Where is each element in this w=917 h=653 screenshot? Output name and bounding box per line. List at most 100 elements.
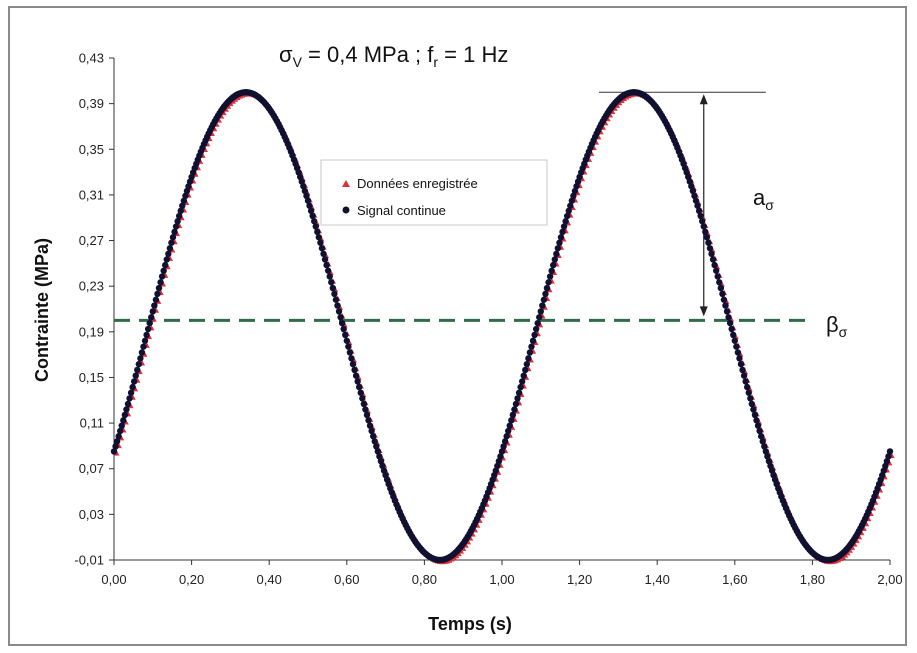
signal-point <box>175 212 183 220</box>
signal-point <box>354 378 361 385</box>
chart-title: σV = 0,4 MPa ; fr = 1 Hz <box>279 42 508 70</box>
signal-point <box>497 453 504 460</box>
signal-point <box>731 337 738 344</box>
signal-point <box>314 228 321 236</box>
signal-point <box>885 453 892 460</box>
signal-point <box>154 290 161 298</box>
signal-point <box>565 207 572 215</box>
signal-point <box>702 228 709 236</box>
signal-point <box>324 267 332 274</box>
signal-point <box>130 378 138 385</box>
title-f-sub: r <box>433 54 438 70</box>
signal-point <box>365 417 372 424</box>
signal-point <box>373 443 380 450</box>
signal-point <box>359 395 366 402</box>
signal-point <box>301 187 309 195</box>
signal-point <box>568 197 576 204</box>
signal-point <box>512 400 520 408</box>
x-tick-label: 1,00 <box>489 572 514 587</box>
signal-point <box>543 284 551 292</box>
signal-point <box>539 302 546 309</box>
signal-point <box>689 187 697 195</box>
signal-point <box>747 395 754 402</box>
signal-point <box>726 319 734 327</box>
signal-point <box>697 212 704 220</box>
signal-point <box>182 192 189 200</box>
signal-point <box>137 355 144 362</box>
signal-point <box>716 279 723 286</box>
signal-point <box>171 228 178 236</box>
signal-point <box>557 234 565 241</box>
signal-point <box>118 422 125 429</box>
signal-point <box>132 372 139 379</box>
y-tick-label: 0,43 <box>79 51 104 66</box>
signal-point <box>166 245 174 252</box>
signal-point <box>369 433 377 440</box>
signal-point <box>160 267 167 274</box>
x-tick-label: 1,60 <box>722 572 747 587</box>
signal-point <box>172 223 180 230</box>
signal-point <box>346 349 354 356</box>
amplitude-label-sub: σ <box>765 197 774 213</box>
signal-point <box>152 296 160 303</box>
y-tick-label: 0,27 <box>79 233 104 248</box>
y-tick-label: 0,11 <box>80 416 104 431</box>
x-ticks: 0,00 0,20 0,40 0,60 0,80 1,00 1,20 1,40 1,60 1,80… <box>101 560 903 587</box>
signal-point <box>342 331 349 339</box>
signal-point <box>706 245 714 252</box>
signal-point <box>306 202 313 209</box>
signal-point <box>113 438 121 445</box>
signal-point <box>734 349 742 356</box>
signal-point <box>691 192 698 200</box>
legend-marker-recorded <box>342 180 350 187</box>
signal-point <box>703 234 711 241</box>
signal-point <box>315 234 323 241</box>
signal-point <box>750 406 757 413</box>
signal-point <box>520 372 527 379</box>
signal-point <box>304 197 312 204</box>
signal-point <box>129 383 136 391</box>
signal-point <box>553 250 560 258</box>
signal-point <box>517 383 524 391</box>
signal-point <box>753 417 760 424</box>
signal-point <box>495 458 503 465</box>
signal-point <box>761 443 768 450</box>
signal-point <box>146 319 153 327</box>
title-end: = 1 Hz <box>438 42 508 67</box>
signal-point <box>886 448 894 455</box>
signal-point <box>335 308 343 315</box>
signal-point <box>141 337 149 344</box>
signal-point <box>719 290 726 298</box>
title-mid: = 0,4 MPa ; f <box>302 42 434 67</box>
signal-point <box>334 302 341 309</box>
signal-point <box>127 389 135 396</box>
signal-point <box>498 448 506 455</box>
signal-point <box>532 325 540 333</box>
signal-point <box>536 314 543 321</box>
signal-point <box>522 366 529 374</box>
signal-point <box>754 422 762 429</box>
signal-point <box>307 207 315 215</box>
x-tick-label: 0,40 <box>257 572 282 587</box>
signal-point <box>728 325 735 333</box>
signal-point <box>725 314 732 321</box>
y-tick-label: 0,35 <box>79 142 104 157</box>
signal-point <box>155 284 163 292</box>
signal-point <box>356 383 363 391</box>
signal-point <box>376 453 383 460</box>
signal-point <box>722 302 729 309</box>
signal-point <box>570 192 577 200</box>
signal-point <box>503 433 510 440</box>
x-tick-label: 0,80 <box>412 572 437 587</box>
signal-point <box>694 202 701 209</box>
signal-point <box>742 378 749 385</box>
x-tick-label: 0,20 <box>179 572 204 587</box>
signal-point <box>737 360 745 368</box>
signal-point <box>525 355 532 362</box>
signal-point <box>526 349 534 356</box>
signal-point <box>501 438 509 445</box>
signal-point <box>709 256 717 263</box>
x-tick-label: 0,60 <box>334 572 359 587</box>
signal-point <box>144 325 152 333</box>
signal-point <box>303 192 310 200</box>
